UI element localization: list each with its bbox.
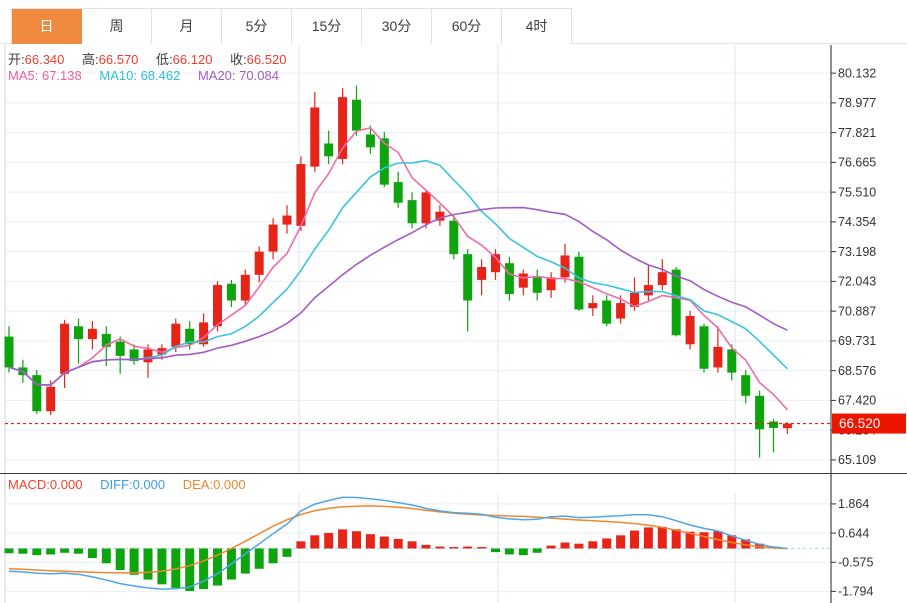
svg-text:77.821: 77.821 [838,126,876,140]
svg-text:65.109: 65.109 [838,453,876,467]
price-axis: 80.132 78.977 77.821 76.665 75.510 74.354 73.1… [0,45,907,603]
low-value: 66.120 [172,52,213,67]
open-label: 开: [8,52,25,67]
last-price-badge: 66.520 [832,413,906,434]
svg-text:0.644: 0.644 [838,526,869,540]
tab-bar: 日周月 5分 15分 30分 60分 4时 [0,0,907,44]
period-tab-strip: 日周月 5分 15分 30分 60分 4时 [11,8,572,44]
gridlines [4,45,831,603]
tab-period-2[interactable]: 月 [152,9,222,44]
svg-text:66.520: 66.520 [839,416,880,431]
macd-readout: MACD:0.000 DIFF:0.000 DEA:0.000 [8,477,260,492]
svg-text:-1.794: -1.794 [838,585,873,599]
dea-label: DEA: [182,477,214,492]
ma20-value: 70.084 [239,68,279,83]
ma5-label: MA5: [8,68,39,83]
svg-text:72.043: 72.043 [838,275,876,289]
macd-histogram [4,526,778,592]
low-label: 低: [156,52,173,67]
diff-label: DIFF: [100,477,133,492]
high-label: 高: [82,52,99,67]
ma10-value: 68.462 [140,68,181,83]
svg-text:74.354: 74.354 [838,215,876,229]
dea-line [8,505,788,574]
candles-layer [4,85,792,458]
ma5-value: 67.138 [41,68,82,83]
ma5-line [8,126,788,411]
svg-text:68.576: 68.576 [838,364,876,378]
tab-period-4[interactable]: 15分 [292,9,362,44]
ma20-line [8,206,788,386]
macd-value: 0.000 [49,477,83,492]
tab-period-6[interactable]: 60分 [432,9,502,44]
tab-period-5[interactable]: 30分 [362,9,432,44]
svg-text:-0.575: -0.575 [838,555,873,569]
diff-line [8,496,788,590]
open-value: 66.340 [24,52,65,67]
dea-value: 0.000 [213,477,246,492]
svg-text:1.864: 1.864 [838,497,869,511]
close-label: 收: [230,52,247,67]
macd-label: MACD: [8,477,50,492]
svg-text:69.731: 69.731 [838,334,876,348]
diff-value: 0.000 [132,477,166,492]
tab-period-7[interactable]: 4时 [502,9,572,44]
svg-text:70.887: 70.887 [838,304,876,318]
tab-period-3[interactable]: 5分 [222,9,292,44]
close-value: 66.520 [246,52,287,67]
ohlc-readout: 开:66.340 高:66.570 低:66.120 收:66.520 [8,49,300,68]
svg-text:73.198: 73.198 [838,245,876,259]
high-value: 66.570 [98,52,139,67]
svg-text:67.420: 67.420 [838,394,876,408]
ma20-label: MA20: [197,68,236,83]
ma-readout: MA5: 67.138 MA10: 68.462 MA20: 70.084 [8,68,293,83]
svg-text:80.132: 80.132 [838,66,876,80]
svg-text:75.510: 75.510 [838,185,876,199]
svg-text:78.977: 78.977 [838,96,876,110]
tab-period-0[interactable]: 日 [12,9,82,44]
svg-text:76.665: 76.665 [838,156,876,170]
ma10-label: MA10: [99,68,137,83]
tab-period-1[interactable]: 周 [82,9,152,44]
